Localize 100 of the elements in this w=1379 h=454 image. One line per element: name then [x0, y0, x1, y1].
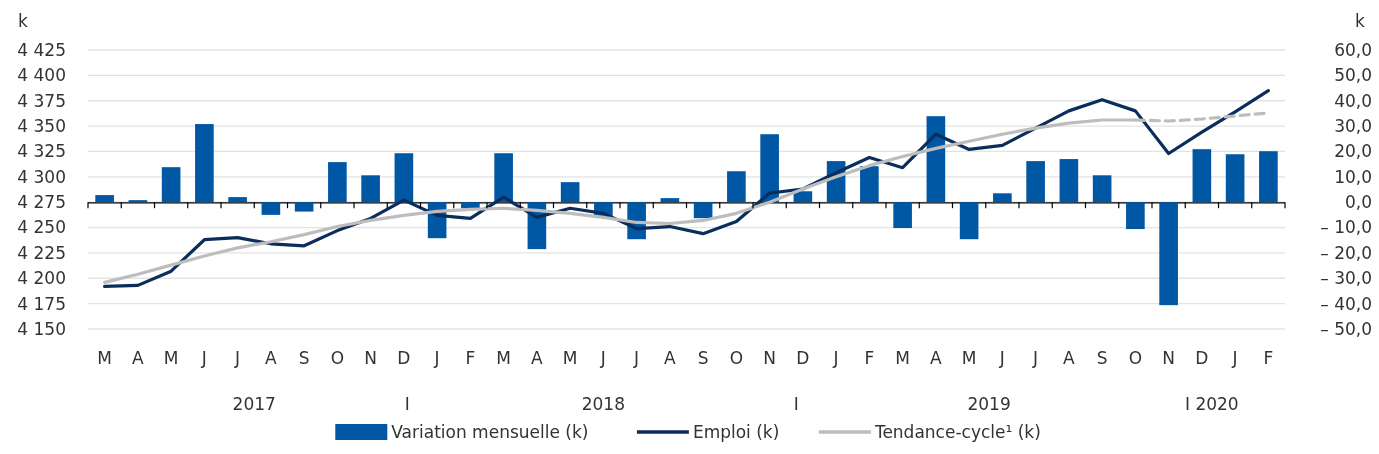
text: I	[793, 394, 799, 414]
y2-tick-label: 20,0	[1334, 141, 1372, 162]
bar	[128, 200, 148, 203]
x-tick-label: M	[496, 348, 511, 368]
bar	[228, 197, 247, 203]
y-tick-label: 4 375	[17, 90, 66, 111]
x-tick-label: F	[1263, 348, 1274, 368]
y-tick-label: 4 300	[17, 166, 66, 187]
x-tick-label: A	[930, 348, 943, 368]
x-tick-label: J	[1231, 348, 1238, 368]
y2-tick-label: 50,0	[1334, 65, 1372, 86]
bar	[494, 153, 513, 203]
y-tick-label: 4 350	[17, 116, 66, 137]
x-tick-label: S	[298, 348, 310, 368]
x-tick-label: O	[330, 348, 345, 368]
y2-tick-label: 10,0	[1334, 166, 1372, 187]
bar	[394, 153, 414, 203]
y2-axis-title: k	[1355, 11, 1365, 31]
x-tick-label: J	[433, 348, 440, 368]
y2-tick-label: 40,0	[1334, 90, 1372, 111]
bar	[1026, 161, 1045, 203]
legend-label: Variation mensuelle (k)	[391, 421, 589, 442]
y2-tick-label: 30,0	[1334, 116, 1372, 137]
text: I 2020	[1185, 394, 1239, 414]
text: I	[404, 394, 410, 414]
x-tick-label: S	[1096, 348, 1108, 368]
bar	[195, 124, 214, 203]
line-series	[103, 88, 1270, 288]
x-tick-label: N	[1162, 348, 1175, 368]
x-tick-label: N	[364, 348, 377, 368]
bar	[660, 198, 680, 203]
bar	[993, 193, 1012, 203]
x-tick-label: J	[599, 348, 606, 368]
bar	[361, 175, 380, 203]
y-tick-label: 4 275	[17, 192, 66, 213]
y-tick-label: 4 175	[17, 293, 66, 314]
bar	[1126, 202, 1145, 230]
y2-tick-label: – 10,0	[1320, 217, 1372, 238]
x-tick-label: O	[1128, 348, 1143, 368]
x-tick-label: J	[1032, 348, 1039, 368]
bar	[294, 202, 314, 212]
bar	[461, 202, 480, 209]
x-tick-label: O	[729, 348, 744, 368]
bar	[1059, 159, 1079, 203]
x-tick-label: J	[998, 348, 1005, 368]
x-tick-label: D	[1195, 348, 1209, 368]
x-tick-label: A	[265, 348, 278, 368]
y2-tick-label: 60,0	[1334, 39, 1372, 60]
x-tick-label: M	[961, 348, 977, 368]
x-tick-label: J	[234, 348, 241, 368]
x-tick-label: J	[633, 348, 640, 368]
text: 2017	[232, 394, 276, 414]
x-tick-label: F	[864, 348, 875, 368]
x-tick-label: A	[531, 348, 544, 368]
y2-tick-label: – 50,0	[1320, 318, 1372, 339]
x-tick-label: J	[200, 348, 207, 368]
x-tick-label: S	[697, 348, 709, 368]
y-tick-label: 4 200	[17, 268, 66, 289]
bar	[959, 202, 979, 240]
bar	[893, 202, 912, 229]
x-tick-label: D	[796, 348, 810, 368]
x-tick-label: D	[397, 348, 411, 368]
bar	[727, 171, 746, 203]
text: 2019	[967, 394, 1011, 414]
bar	[95, 195, 114, 203]
y-tick-label: 4 225	[17, 242, 66, 263]
bar	[693, 202, 713, 219]
bar	[793, 191, 813, 203]
bar	[1192, 149, 1212, 203]
x-tick-label: A	[132, 348, 145, 368]
y-tick-label: 4 425	[17, 39, 66, 60]
x-tick-label: J	[832, 348, 839, 368]
y2-tick-label: 0,0	[1344, 192, 1372, 213]
bar	[760, 134, 779, 203]
y-axis-title: k	[18, 11, 28, 31]
x-tick-label: A	[664, 348, 677, 368]
bar	[161, 167, 181, 203]
x-tick-label: N	[763, 348, 776, 368]
x-tick-label: M	[562, 348, 578, 368]
y-tick-label: 4 250	[17, 217, 66, 238]
bar	[1225, 154, 1245, 203]
bar	[560, 182, 580, 203]
bar	[261, 202, 281, 215]
y-tick-label: 4 150	[17, 318, 66, 339]
x-tick-label: M	[97, 348, 112, 368]
x-tick-label: M	[895, 348, 910, 368]
legend-label: Tendance-cycle¹ (k)	[873, 421, 1041, 442]
bar	[860, 166, 879, 203]
legend-label: Emploi (k)	[692, 421, 780, 442]
x-tick-label: M	[163, 348, 179, 368]
x-tick-label: A	[1063, 348, 1076, 368]
y2-tick-label: – 40,0	[1320, 293, 1372, 314]
text: 2018	[581, 394, 626, 414]
bar	[1092, 175, 1112, 203]
bar	[328, 162, 347, 203]
y2-tick-label: – 20,0	[1320, 242, 1372, 263]
x-tick-label: F	[465, 348, 476, 368]
y2-tick-label: – 30,0	[1320, 268, 1372, 289]
bar	[1159, 202, 1178, 306]
y-tick-label: 4 325	[17, 141, 66, 162]
